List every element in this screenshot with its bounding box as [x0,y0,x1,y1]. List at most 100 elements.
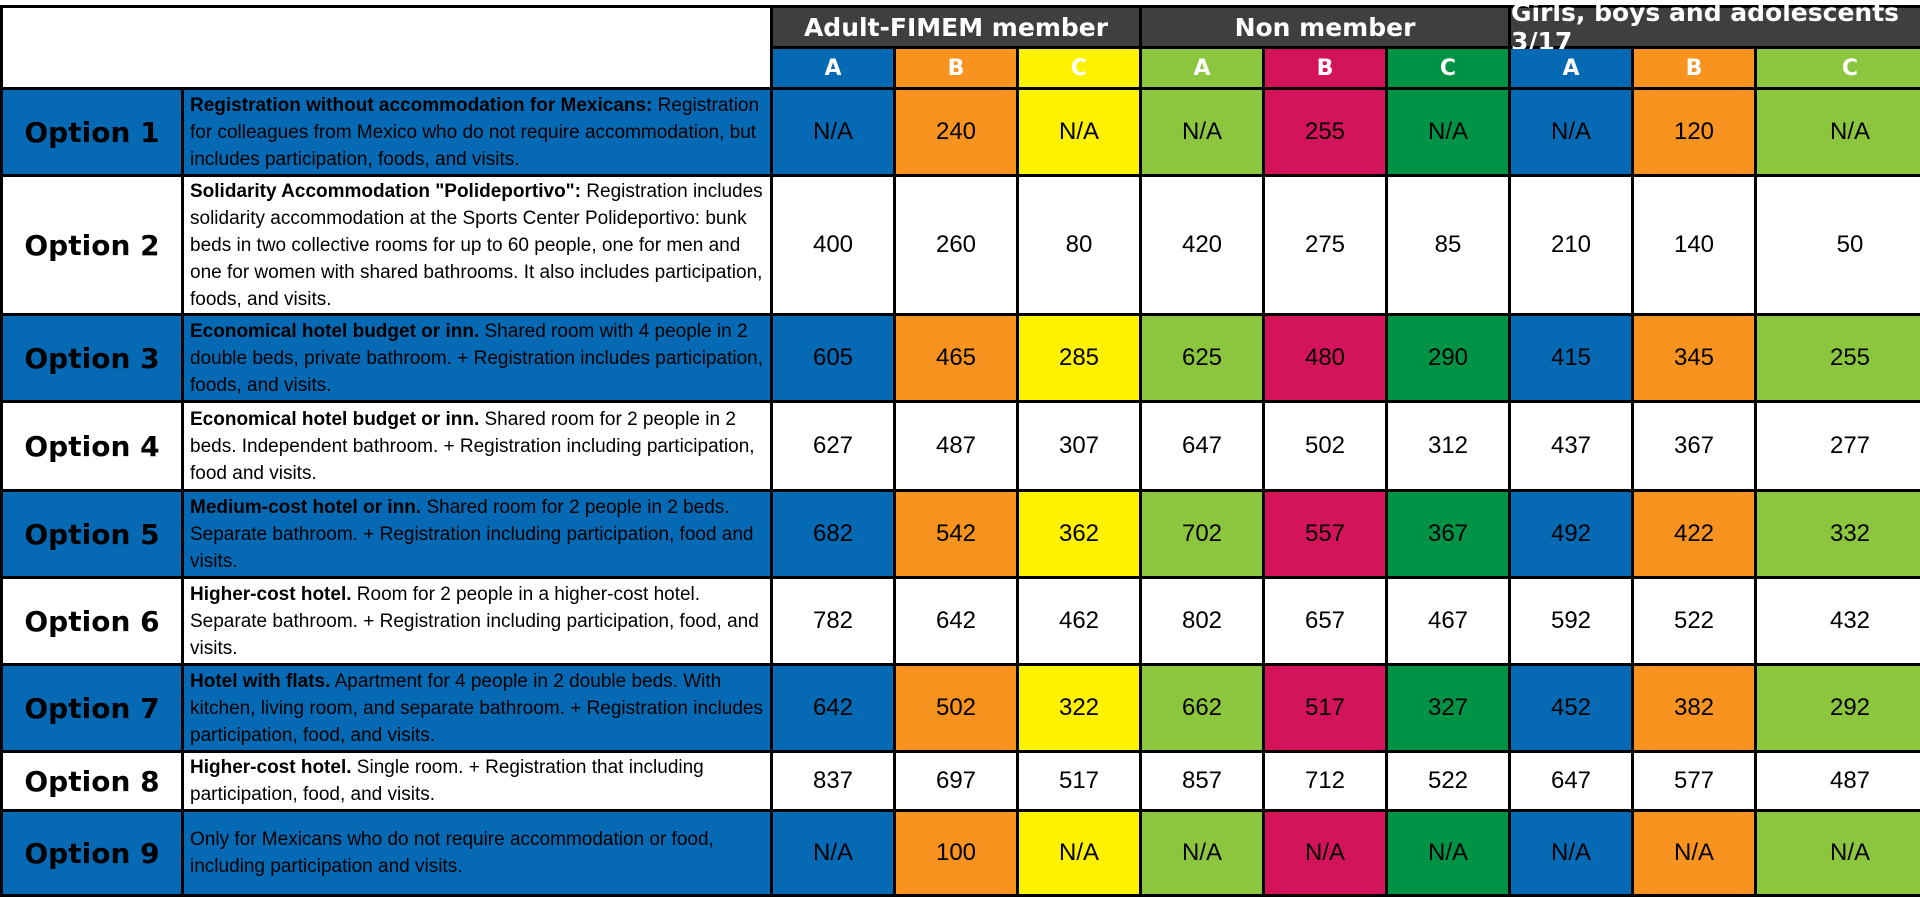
price-cell: 255 [1265,90,1385,174]
header-blank-corner [3,8,770,87]
price-cell: 382 [1634,666,1754,750]
option-description: Only for Mexicans who do not require acc… [184,812,770,894]
price-cell: N/A [1019,90,1139,174]
price-cell: 502 [896,666,1016,750]
option-description: Medium-cost hotel or inn. Shared room fo… [184,492,770,576]
option-description: Higher-cost hotel. Room for 2 people in … [184,579,770,663]
option-label: Option 3 [3,316,181,400]
option-description-text: Economical hotel budget or inn. Shared r… [190,318,764,399]
price-cell: 542 [896,492,1016,576]
price-cell: 255 [1757,316,1920,400]
option-description-bold: Economical hotel budget or inn. [190,408,480,430]
option-label: Option 1 [3,90,181,174]
price-cell: 662 [1142,666,1262,750]
option-description-text: Registration without accommodation for M… [190,92,764,173]
option-description: Hotel with flats. Apartment for 4 people… [184,666,770,750]
price-cell: 517 [1019,753,1139,809]
option-description: Economical hotel budget or inn. Shared r… [184,316,770,400]
price-cell: 487 [896,403,1016,489]
price-cell: 210 [1511,177,1631,313]
price-cell: 345 [1634,316,1754,400]
option-label: Option 6 [3,579,181,663]
option-description-body: Shared room with 4 people in 2 double be… [190,320,763,396]
price-cell: N/A [1265,812,1385,894]
option-description-bold: Higher-cost hotel. [190,757,352,778]
option-description-bold: Registration without accommodation for M… [190,94,653,116]
price-cell: 480 [1265,316,1385,400]
group-header: Non member [1142,8,1508,46]
price-cell: 522 [1388,753,1508,809]
price-cell: 322 [1019,666,1139,750]
price-cell: 517 [1265,666,1385,750]
price-cell: N/A [1511,812,1631,894]
option-description-bold: Hotel with flats. [190,670,331,692]
price-cell: 782 [773,579,893,663]
price-cell: 275 [1265,177,1385,313]
price-cell: 290 [1388,316,1508,400]
sub-header: C [1757,49,1920,87]
price-cell: 277 [1757,403,1920,489]
option-description: Solidarity Accommodation "Polideportivo"… [184,177,770,313]
price-cell: 647 [1511,753,1631,809]
price-cell: N/A [1511,90,1631,174]
price-cell: N/A [1142,90,1262,174]
price-cell: 657 [1265,579,1385,663]
group-header: Adult-FIMEM member [773,8,1139,46]
price-cell: N/A [1634,812,1754,894]
price-cell: N/A [1142,812,1262,894]
option-label: Option 2 [3,177,181,313]
price-cell: 285 [1019,316,1139,400]
price-cell: N/A [1019,812,1139,894]
option-description-bold: Economical hotel budget or inn. [190,320,480,342]
price-cell: 240 [896,90,1016,174]
option-description-text: Hotel with flats. Apartment for 4 people… [190,668,764,749]
price-cell: 120 [1634,90,1754,174]
price-cell: 627 [773,403,893,489]
price-cell: 452 [1511,666,1631,750]
option-description-text: Medium-cost hotel or inn. Shared room fo… [190,494,764,575]
sub-header: C [1388,49,1508,87]
price-cell: 702 [1142,492,1262,576]
price-cell: 625 [1142,316,1262,400]
option-description: Registration without accommodation for M… [184,90,770,174]
option-label: Option 9 [3,812,181,894]
price-cell: N/A [773,90,893,174]
price-cell: 502 [1265,403,1385,489]
price-cell: 432 [1757,579,1920,663]
price-cell: 837 [773,753,893,809]
sub-header: B [896,49,1016,87]
price-cell: 577 [1634,753,1754,809]
sub-header: C [1019,49,1139,87]
price-cell: 712 [1265,753,1385,809]
price-cell: N/A [1757,90,1920,174]
option-description-bold: Solidarity Accommodation "Polideportivo"… [190,180,582,202]
option-description: Higher-cost hotel. Single room. + Regist… [184,753,770,809]
group-header: Girls, boys and adolescents 3/17 [1511,0,1920,56]
option-description-text: Higher-cost hotel. Room for 2 people in … [190,581,764,662]
option-description-body: Shared room for 2 people in 2 beds. Sepa… [190,496,754,572]
option-description-body: Registration includes solidarity accommo… [190,180,763,310]
price-cell: N/A [1757,812,1920,894]
price-cell: 462 [1019,579,1139,663]
price-cell: 140 [1634,177,1754,313]
price-cell: 327 [1388,666,1508,750]
price-cell: 100 [896,812,1016,894]
price-cell: 260 [896,177,1016,313]
option-description-body: Apartment for 4 people in 2 double beds.… [190,670,763,746]
price-cell: 312 [1388,403,1508,489]
option-label: Option 8 [3,753,181,809]
price-cell: 682 [773,492,893,576]
option-description-bold: Higher-cost hotel. [190,583,352,605]
option-description: Economical hotel budget or inn. Shared r… [184,403,770,489]
price-cell: 415 [1511,316,1631,400]
sub-header: A [773,49,893,87]
price-cell: 467 [1388,579,1508,663]
price-cell: 362 [1019,492,1139,576]
price-cell: 307 [1019,403,1139,489]
option-description-text: Higher-cost hotel. Single room. + Regist… [190,754,764,808]
sub-header: B [1265,49,1385,87]
option-description-text: Solidarity Accommodation "Polideportivo"… [190,178,764,313]
price-cell: 292 [1757,666,1920,750]
option-description-text: Only for Mexicans who do not require acc… [190,826,764,880]
